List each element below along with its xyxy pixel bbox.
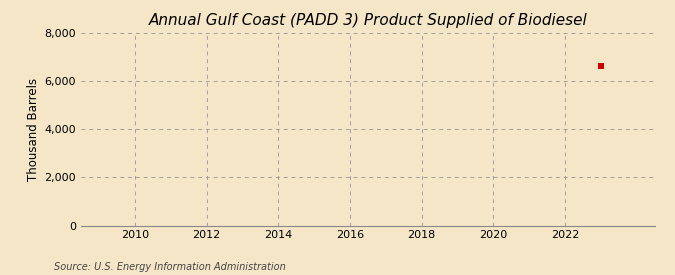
Y-axis label: Thousand Barrels: Thousand Barrels: [28, 78, 40, 181]
Title: Annual Gulf Coast (PADD 3) Product Supplied of Biodiesel: Annual Gulf Coast (PADD 3) Product Suppl…: [148, 13, 587, 28]
Text: Source: U.S. Energy Information Administration: Source: U.S. Energy Information Administ…: [54, 262, 286, 272]
